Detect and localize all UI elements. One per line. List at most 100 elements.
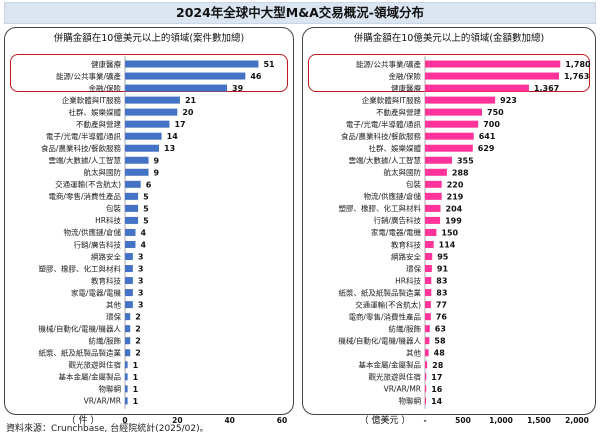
x-axis-unit-label: （ 億美元 ） <box>360 414 411 426</box>
category-label: 雲端/大數據/人工智慧 <box>348 155 421 165</box>
category-label: 其他 <box>106 299 121 309</box>
category-label: 食品/農業科技/餐飲服務 <box>341 131 422 141</box>
bar <box>425 156 452 164</box>
bar <box>125 180 141 188</box>
x-tick-label: 2,000 <box>565 416 589 425</box>
bar <box>125 313 131 321</box>
chart-panel-case-count: 併購金額在10億美元以上的領域(案件數加總) 健康醫療 51 能源/公共事業/礦產 4… <box>4 27 294 426</box>
category-label: 紡織/服飾 <box>388 323 421 333</box>
bar <box>125 397 128 405</box>
category-label: 塑膠、橡膠、化工與材料 <box>39 263 122 273</box>
category-label: HR科技 <box>95 215 121 225</box>
bar <box>425 265 432 273</box>
data-label: 9 <box>154 168 160 177</box>
category-label: 機械/自動化/電機/機器人 <box>38 323 121 333</box>
bar <box>125 373 128 381</box>
data-label: 95 <box>437 252 449 261</box>
page-title: 2024年全球中大型M&A交易概況-領域分布 <box>4 2 596 24</box>
data-label: 14 <box>431 397 443 406</box>
x-axis-unit-label: （ 件 ） <box>67 414 100 426</box>
data-label: 750 <box>487 108 504 117</box>
category-label: 行銷/廣告科技 <box>373 215 421 225</box>
data-label: 5 <box>143 216 149 225</box>
data-label: 4 <box>140 240 146 249</box>
chart-title-case-count: 併購金額在10億美元以上的領域(案件數加總) <box>53 33 245 44</box>
data-label: 3 <box>138 277 144 286</box>
bar <box>125 301 133 309</box>
data-label: 1 <box>133 373 139 382</box>
bar <box>425 84 529 92</box>
data-label: 63 <box>435 325 446 334</box>
category-label: 金融/保險 <box>388 71 421 81</box>
bar <box>125 120 170 128</box>
data-label: 923 <box>500 96 517 105</box>
category-label: 交通運輸(不含航太) <box>355 299 421 309</box>
category-label: 紙漿、紙及紙製品製造業 <box>339 287 422 297</box>
chart-title-amount: 併購金額在10億美元以上的領域(金額數加總) <box>353 33 545 44</box>
x-tick-label: 20 <box>172 416 182 425</box>
bar <box>125 108 178 116</box>
category-label: 企業軟體與IT服務 <box>62 95 122 105</box>
category-label: 食品/農業科技/餐飲服務 <box>41 143 122 153</box>
category-label: 物聯網 <box>399 396 422 406</box>
data-label: 2 <box>135 313 141 322</box>
data-label: 83 <box>436 277 447 286</box>
bar <box>425 240 434 248</box>
bar <box>125 144 160 152</box>
category-label: 不動產與營建 <box>76 119 121 129</box>
x-tick-label: 60 <box>277 416 287 425</box>
bar <box>425 132 474 140</box>
category-label: 社群、娛樂媒體 <box>369 143 422 153</box>
data-label: 5 <box>143 204 149 213</box>
category-label: 航太與國防 <box>384 167 422 177</box>
category-label: 基本金屬/金屬製品 <box>358 360 421 370</box>
data-label: 2 <box>135 337 141 346</box>
category-label: 環保 <box>406 264 421 273</box>
data-label: 39 <box>232 84 244 93</box>
data-label: 17 <box>431 373 442 382</box>
data-label: 355 <box>457 156 474 165</box>
data-label: 2 <box>135 325 141 334</box>
bar <box>425 216 441 224</box>
category-label: 社群、娛樂媒體 <box>69 107 122 117</box>
bar <box>425 108 482 116</box>
bar <box>125 132 162 140</box>
bar <box>125 60 259 68</box>
bar <box>425 204 441 212</box>
category-label: 觀光旅遊與住宿 <box>69 360 122 370</box>
category-label: 塑膠、橡膠、化工與材料 <box>339 203 422 213</box>
x-tick-label: 0 <box>122 416 127 425</box>
category-label: 電商/零售/消費性產品 <box>48 191 121 201</box>
bar <box>425 361 428 369</box>
data-label: 76 <box>436 313 448 322</box>
category-label: 交通運輸(不含航太) <box>55 179 121 189</box>
bar <box>125 265 133 273</box>
data-label: 1 <box>133 385 139 394</box>
category-label: 家電/電器/電機 <box>71 287 122 297</box>
data-label: 91 <box>437 265 449 274</box>
x-tick-label: 1,500 <box>527 416 551 425</box>
data-label: 3 <box>138 289 144 298</box>
bar <box>125 228 136 236</box>
data-label: 48 <box>434 349 446 358</box>
bar <box>425 180 442 188</box>
data-label: 6 <box>146 180 152 189</box>
category-label: 紡織/服飾 <box>88 336 121 346</box>
bar <box>125 168 149 176</box>
x-tick-label: 500 <box>455 416 471 425</box>
data-label: 14 <box>167 132 179 141</box>
data-label: 199 <box>445 216 462 225</box>
category-label: 教育科技 <box>391 239 421 249</box>
bar <box>125 192 139 200</box>
category-label: 基本金屬/金屬製品 <box>58 372 121 382</box>
data-label: 1,763 <box>564 72 589 81</box>
data-label: 17 <box>174 120 185 129</box>
bar <box>125 240 136 248</box>
bar <box>425 337 430 345</box>
bar <box>425 313 431 321</box>
bar <box>125 96 180 104</box>
category-label: 家電/電器/電機 <box>371 227 422 237</box>
bar <box>125 361 128 369</box>
category-label: 包裝 <box>106 203 121 213</box>
data-label: 2 <box>135 349 141 358</box>
